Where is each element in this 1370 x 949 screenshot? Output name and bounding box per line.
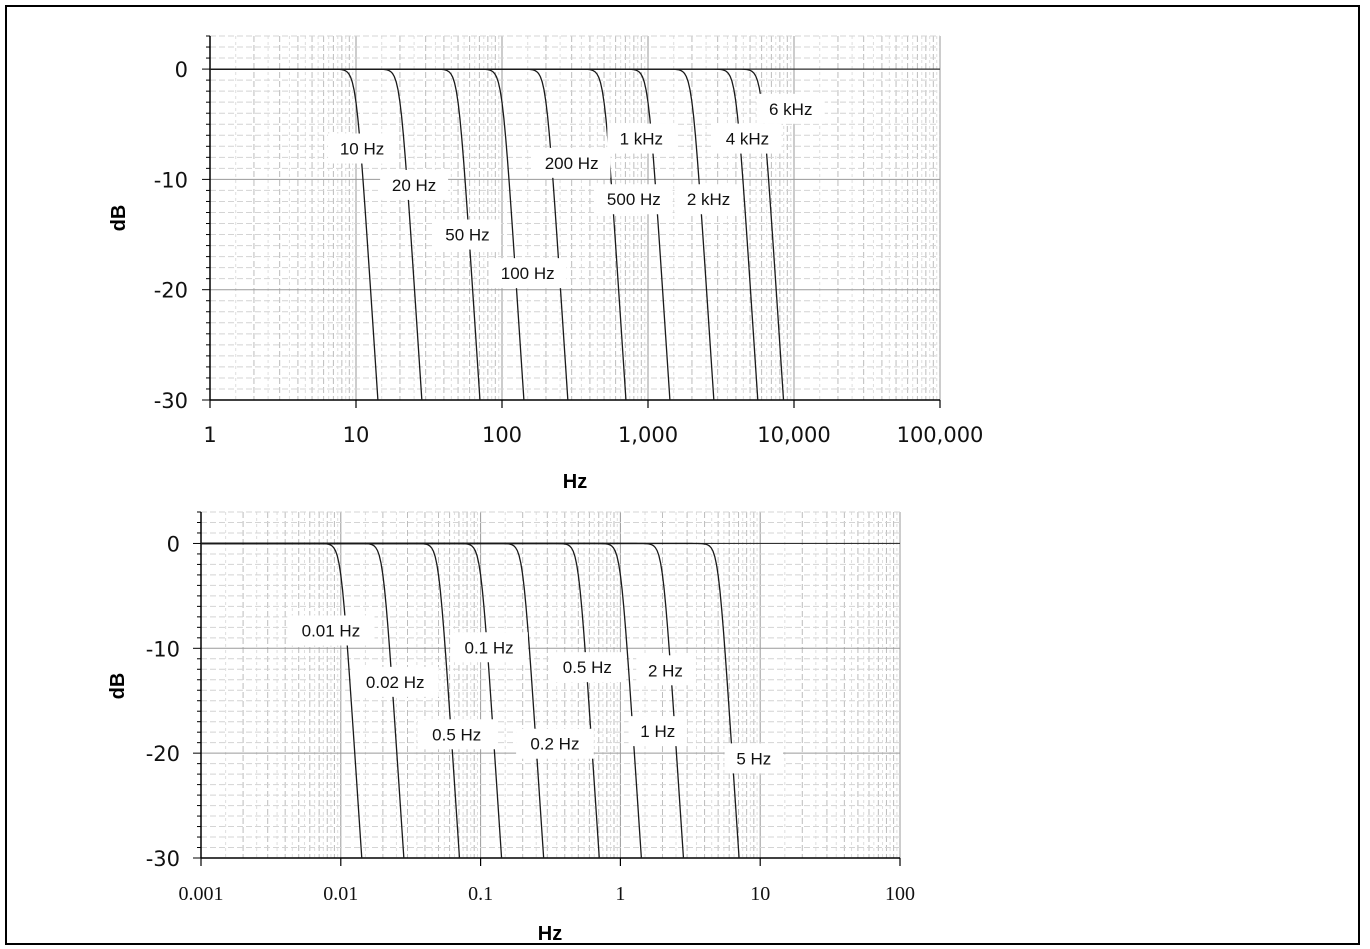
y-axis-title: dB bbox=[107, 673, 129, 700]
x-tick-label: 10,000 bbox=[757, 423, 830, 447]
series-label: 1 Hz bbox=[640, 722, 675, 741]
x-tick-label: 100 bbox=[885, 883, 915, 905]
series-curves bbox=[210, 68, 785, 401]
x-tick-label: 0.001 bbox=[179, 883, 224, 905]
y-tick-label: -10 bbox=[146, 637, 180, 661]
series-label: 1 kHz bbox=[620, 130, 663, 149]
grid bbox=[209, 35, 941, 401]
figure-frame bbox=[5, 5, 1360, 945]
series-label-bg bbox=[724, 743, 784, 774]
x-tick-label: 0.1 bbox=[468, 883, 493, 905]
grid bbox=[200, 511, 901, 859]
y-tick-label: -20 bbox=[154, 279, 188, 303]
x-tick-label: 1,000 bbox=[618, 423, 678, 447]
series-label-bg bbox=[287, 615, 375, 646]
series-labels: 10 Hz 20 Hz 50 Hz 100 Hz 200 Hz 500 Hz 1 kHz 2 … bbox=[328, 93, 825, 289]
series-label-bg bbox=[450, 632, 528, 663]
series-line bbox=[210, 68, 785, 401]
x-tick-label: 0.01 bbox=[323, 883, 358, 905]
series-label: 0.2 Hz bbox=[530, 735, 579, 754]
series-label-bg bbox=[713, 123, 782, 154]
y-tick-label: -20 bbox=[146, 742, 180, 766]
series-label-bg bbox=[756, 93, 825, 124]
series-label-bg bbox=[417, 719, 496, 750]
series-label: 0.01 Hz bbox=[302, 621, 361, 640]
x-tick-label: 1 bbox=[615, 883, 625, 905]
x-tick-label: 100,000 bbox=[897, 423, 984, 447]
series-labels: 0.01 Hz 0.02 Hz 0.5 Hz 0.1 Hz 0.2 Hz 0.5 Hz 1 … bbox=[287, 615, 784, 774]
series-label-bg bbox=[532, 147, 611, 178]
series-label: 500 Hz bbox=[607, 190, 661, 209]
chart-panel-1: 1 10 100 1,000 10,000 100,000 0 -10 -20 -30 Hz dB 10… bbox=[108, 35, 984, 493]
x-axis-title: Hz bbox=[538, 923, 562, 945]
series-label: 0.5 Hz bbox=[432, 725, 481, 744]
series-label-bg bbox=[380, 169, 449, 200]
x-tick-label: 100 bbox=[482, 423, 522, 447]
series-label-bg bbox=[636, 655, 695, 686]
series-label: 0.02 Hz bbox=[366, 673, 425, 692]
series-label-bg bbox=[548, 652, 627, 683]
series-label-bg bbox=[488, 258, 567, 289]
series-label-bg bbox=[516, 728, 594, 759]
series-label-bg bbox=[351, 666, 439, 697]
series-label-bg bbox=[628, 716, 687, 747]
series-label: 2 kHz bbox=[687, 190, 730, 209]
series-label: 50 Hz bbox=[445, 226, 489, 245]
series-label-bg bbox=[433, 219, 502, 250]
series-label: 20 Hz bbox=[392, 176, 436, 195]
x-tick-label: 1 bbox=[203, 423, 216, 447]
series-label: 4 kHz bbox=[726, 130, 769, 149]
series-label: 100 Hz bbox=[501, 264, 555, 283]
x-axis-title: Hz bbox=[563, 471, 587, 493]
series-label: 5 Hz bbox=[736, 749, 771, 768]
series-label-bg bbox=[595, 184, 673, 215]
series-label: 200 Hz bbox=[545, 154, 599, 173]
series-line bbox=[201, 542, 740, 859]
series-label: 0.5 Hz bbox=[563, 658, 612, 677]
series-curves bbox=[201, 542, 740, 859]
y-axis-title: dB bbox=[108, 205, 130, 232]
series-label: 6 kHz bbox=[769, 100, 812, 119]
y-tick-label: 0 bbox=[167, 532, 180, 556]
series-line bbox=[210, 68, 569, 401]
y-tick-label: -30 bbox=[146, 847, 180, 871]
y-tick-label: 0 bbox=[175, 58, 188, 82]
y-tick-label: -10 bbox=[154, 168, 188, 192]
series-label: 2 Hz bbox=[648, 661, 683, 680]
series-label: 0.1 Hz bbox=[465, 638, 514, 657]
y-tick-label: -30 bbox=[154, 389, 188, 413]
series-label: 10 Hz bbox=[340, 140, 384, 159]
x-tick-label: 10 bbox=[750, 883, 770, 905]
series-label-bg bbox=[674, 184, 743, 215]
series-label-bg bbox=[328, 133, 397, 164]
series-label-bg bbox=[607, 123, 676, 154]
x-tick-label: 10 bbox=[343, 423, 370, 447]
